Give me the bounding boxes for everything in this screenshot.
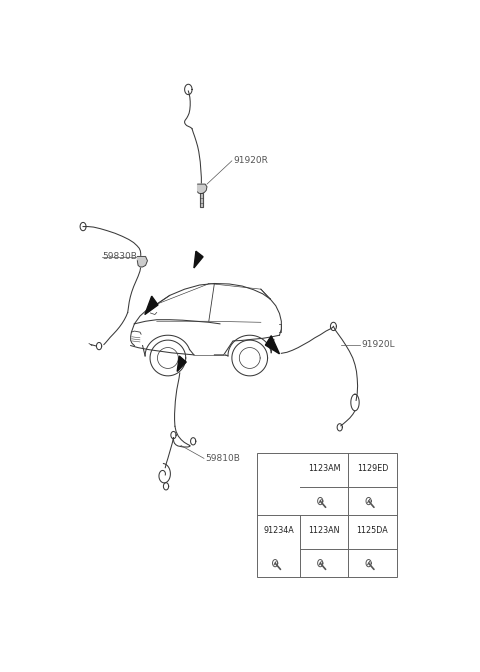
Polygon shape: [265, 336, 279, 354]
Text: 1123AM: 1123AM: [308, 464, 340, 473]
Polygon shape: [137, 257, 147, 267]
Text: 91920L: 91920L: [361, 340, 395, 349]
Bar: [257, 453, 396, 577]
Polygon shape: [177, 356, 186, 372]
Polygon shape: [145, 296, 158, 314]
Polygon shape: [200, 194, 203, 208]
Text: 59810B: 59810B: [205, 454, 240, 463]
Polygon shape: [194, 251, 203, 268]
Text: 1125DA: 1125DA: [357, 526, 388, 535]
Polygon shape: [198, 184, 207, 194]
Text: 91234A: 91234A: [263, 526, 294, 535]
Text: 59830B: 59830B: [103, 252, 138, 261]
Text: 1123AN: 1123AN: [308, 526, 340, 535]
Text: 1129ED: 1129ED: [357, 464, 388, 473]
Text: 91920R: 91920R: [233, 157, 268, 165]
